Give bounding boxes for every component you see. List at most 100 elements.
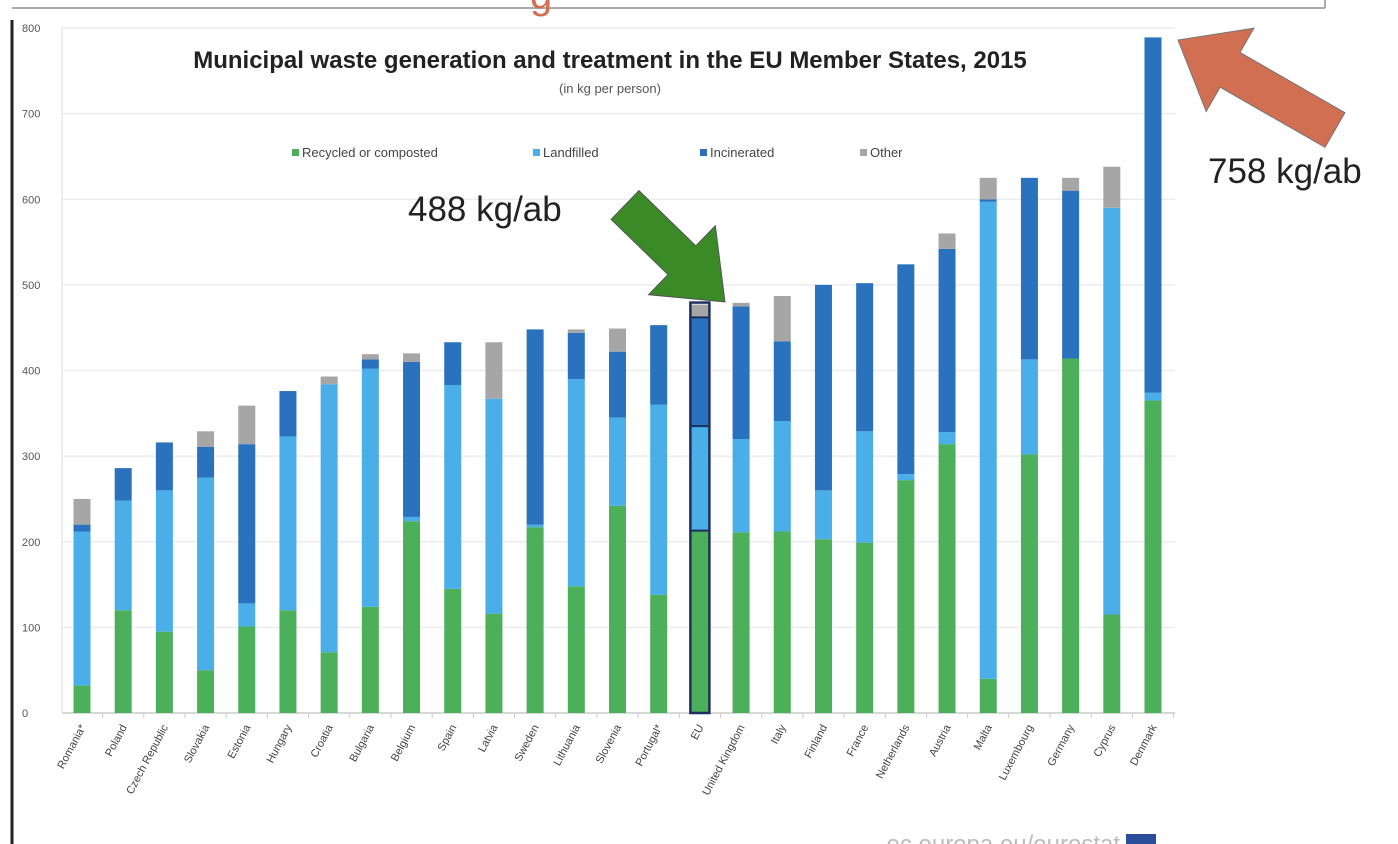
bar-stack [689,301,711,715]
bar-segment [403,521,421,713]
bar-stack [238,405,256,713]
y-tick-label: 0 [22,708,28,720]
bar-segment [897,474,915,481]
x-tick-label: Malta [972,722,996,752]
bar-segment [856,542,874,713]
x-tick-label: United Kingdom [700,723,747,798]
bar-segment [1062,190,1080,359]
bar-segment [114,610,132,713]
bar-segment [1103,166,1121,208]
bar-segment [567,329,585,333]
bar-segment [691,317,709,427]
bar-segment [238,603,256,627]
bar-stack [73,498,91,713]
legend-swatch [292,149,299,156]
bar-stack [279,391,297,713]
bar-segment [403,516,421,522]
bar-segment [814,284,832,491]
bar-stack [1103,166,1121,713]
bar-segment [197,431,215,447]
x-tick-label: Austria [927,722,954,759]
bar-segment [938,432,956,445]
legend-label: Recycled or composted [302,145,438,160]
bar-segment [732,532,750,713]
bar-segment [320,376,338,385]
y-tick-label: 400 [22,366,40,378]
bar-stack [197,431,215,713]
denmark-total-annotation: 758 kg/ab [1208,152,1362,191]
bar-segment [444,385,462,589]
bar-stack [1020,177,1038,713]
bar-stack [650,325,668,713]
bar-stack [1062,177,1080,713]
bar-segment [320,652,338,713]
bar-segment [197,446,215,478]
bar-stack [485,342,503,713]
bar-stack [526,329,544,713]
x-tick-label: Slovenia [594,722,625,766]
bar-segment [732,439,750,533]
bar-stack [1144,37,1162,713]
bar-segment [1144,400,1162,713]
legend-swatch [700,149,707,156]
x-tick-label: Luxembourg [997,723,1036,783]
bar-segment [1062,358,1080,713]
slide-heading-fragment: g [530,0,552,17]
eu-total-annotation: 488 kg/ab [408,190,562,229]
bar-segment [279,391,297,437]
bar-segment [773,341,791,422]
bar-segment [856,283,874,432]
highlight-outline [689,301,711,715]
bar-stack [979,177,997,713]
bar-segment [938,233,956,249]
bar-segment [773,531,791,713]
bar-stack [361,354,379,713]
bar-segment [1062,177,1080,191]
bar-segment [73,498,91,525]
bar-segment [361,354,379,360]
bar-segment [114,500,132,611]
bar-segment [691,304,709,318]
bar-segment [485,342,503,399]
bar-segment [609,417,626,506]
bar-segment [897,480,915,713]
bar-segment [609,505,626,713]
legend-label: Landfilled [543,145,599,160]
x-tick-label: Croatia [309,722,337,760]
x-tick-label: France [845,723,872,759]
bar-stack [938,233,956,713]
bar-segment [1103,614,1121,713]
bar-segment [1103,207,1121,615]
bar-stack [773,296,791,713]
bar-segment [485,613,503,713]
y-tick-label: 800 [22,23,40,35]
bar-stack [856,283,874,713]
bar-segment [279,436,297,611]
x-tick-label: Spain [436,723,460,753]
x-tick-label: Denmark [1128,722,1160,767]
y-tick-label: 100 [22,622,40,634]
bar-segment [650,594,668,713]
x-tick-label: Romania* [55,722,89,771]
bar-segment [361,606,379,713]
x-tick-label: Latvia [476,722,501,754]
bar-segment [732,302,750,307]
legend-swatch [533,149,540,156]
chart-title: Municipal waste generation and treatment… [193,47,1027,74]
eu-arrow [610,189,726,303]
x-tick-label: Cyprus [1092,722,1119,759]
y-tick-label: 600 [22,194,40,206]
bar-segment [526,329,544,525]
bar-segment [814,490,832,540]
bar-segment [238,405,256,445]
bar-segment [73,531,91,686]
bar-segment [1020,177,1038,360]
bar-segment [485,398,503,614]
legend-label: Other [870,145,903,160]
bar-stack [897,264,915,713]
source-label: ec.europa.eu/eurostat [887,831,1121,844]
bar-segment [114,468,132,501]
bar-segment [856,431,874,543]
bar-segment [691,530,709,713]
